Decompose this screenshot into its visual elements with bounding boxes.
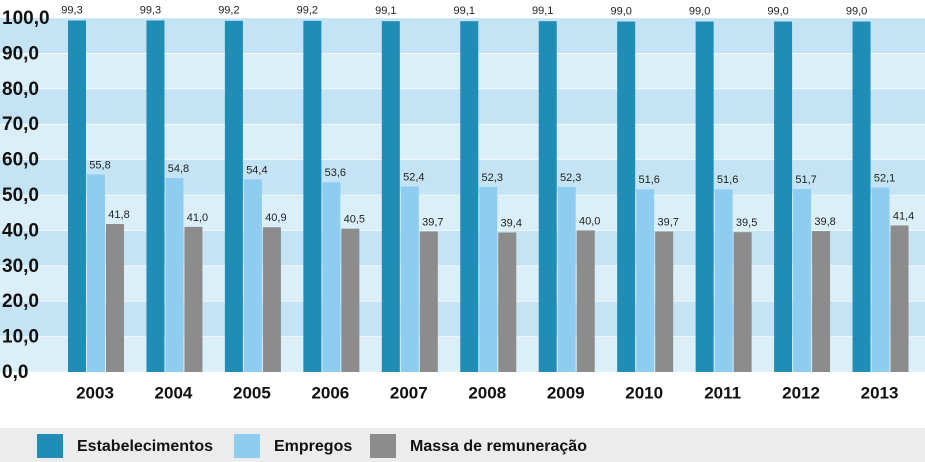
y-tick-label: 40,0 — [2, 220, 39, 241]
value-label: 51,7 — [795, 174, 816, 186]
value-label: 39,7 — [657, 216, 678, 228]
y-tick-label: 0,0 — [2, 362, 28, 383]
bar — [381, 21, 400, 372]
bar — [655, 231, 674, 372]
value-label: 39,4 — [501, 217, 522, 229]
legend-background — [0, 428, 925, 462]
bar — [322, 182, 341, 372]
value-label: 52,3 — [560, 172, 581, 184]
y-tick-label: 60,0 — [2, 150, 39, 171]
bar — [774, 21, 793, 372]
y-tick-label: 50,0 — [2, 185, 39, 206]
bar — [341, 228, 360, 372]
y-tick-label: 70,0 — [2, 114, 39, 135]
bar — [243, 179, 262, 372]
bar — [812, 231, 831, 372]
value-label: 41,4 — [893, 210, 914, 222]
bar — [733, 232, 752, 372]
value-label: 40,9 — [265, 212, 286, 224]
bar — [262, 227, 281, 372]
bar — [87, 174, 105, 372]
x-tick-label: 2004 — [155, 383, 193, 402]
value-label: 41,8 — [108, 209, 129, 221]
x-tick-label: 2003 — [76, 383, 114, 402]
bar — [617, 21, 636, 372]
legend-swatch — [234, 434, 260, 458]
bar — [419, 231, 438, 372]
value-label: 51,6 — [717, 174, 738, 186]
x-tick-label: 2005 — [233, 383, 271, 402]
value-label: 54,4 — [246, 164, 267, 176]
y-tick-label: 20,0 — [2, 291, 39, 312]
legend-swatch — [37, 434, 63, 458]
value-label: 99,0 — [846, 5, 867, 17]
legend-label: Estabelecimentos — [77, 438, 213, 455]
value-label: 99,0 — [689, 5, 710, 17]
bar — [538, 21, 557, 372]
value-label: 40,0 — [579, 215, 600, 227]
value-label: 52,3 — [482, 172, 503, 184]
bar — [498, 232, 517, 372]
x-tick-label: 2008 — [468, 383, 506, 402]
value-label: 52,4 — [403, 171, 424, 183]
bar — [146, 20, 165, 373]
value-label: 99,1 — [532, 5, 553, 17]
value-label: 52,1 — [874, 172, 895, 184]
bar — [460, 21, 479, 372]
value-label: 55,8 — [89, 159, 110, 171]
x-tick-label: 2010 — [625, 383, 663, 402]
x-tick-label: 2012 — [782, 383, 820, 402]
value-label: 39,5 — [736, 217, 757, 229]
bar — [890, 225, 909, 372]
legend-label: Empregos — [274, 438, 352, 455]
value-label: 99,1 — [375, 5, 396, 17]
y-tick-label: 100,0 — [2, 8, 50, 29]
bar — [68, 20, 86, 373]
bar — [224, 20, 243, 372]
value-label: 40,5 — [344, 214, 365, 226]
bar — [871, 187, 890, 372]
bar — [303, 20, 322, 372]
bar — [557, 186, 576, 372]
legend-swatch — [370, 434, 396, 458]
value-label: 99,2 — [297, 5, 318, 17]
x-tick-label: 2009 — [547, 383, 585, 402]
bar — [714, 189, 733, 372]
x-tick-label: 2013 — [861, 383, 899, 402]
x-tick-label: 2006 — [311, 383, 349, 402]
value-label: 99,1 — [454, 5, 475, 17]
value-label: 39,7 — [422, 216, 443, 228]
bar — [636, 189, 655, 372]
x-tick-label: 2007 — [390, 383, 428, 402]
bar — [400, 186, 419, 372]
y-tick-label: 10,0 — [2, 327, 39, 348]
value-label: 99,0 — [767, 5, 788, 17]
bar — [852, 21, 871, 372]
value-label: 99,0 — [610, 5, 631, 17]
value-label: 99,3 — [61, 4, 82, 16]
bar — [184, 226, 203, 372]
bar — [165, 178, 184, 372]
y-tick-label: 90,0 — [2, 43, 39, 64]
bar — [793, 188, 812, 372]
bar — [479, 186, 498, 372]
bar — [695, 21, 714, 372]
value-label: 41,0 — [187, 212, 208, 224]
legend-label: Massa de remuneração — [410, 438, 587, 455]
y-tick-label: 30,0 — [2, 256, 39, 277]
bar — [106, 224, 124, 372]
value-label: 39,8 — [814, 216, 835, 228]
value-label: 54,8 — [168, 163, 189, 175]
value-label: 99,3 — [140, 4, 161, 16]
y-tick-label: 80,0 — [2, 79, 39, 100]
value-label: 99,2 — [218, 5, 239, 17]
value-label: 53,6 — [325, 167, 346, 179]
bar — [576, 230, 595, 372]
x-tick-label: 2011 — [704, 383, 741, 402]
value-label: 51,6 — [638, 174, 659, 186]
